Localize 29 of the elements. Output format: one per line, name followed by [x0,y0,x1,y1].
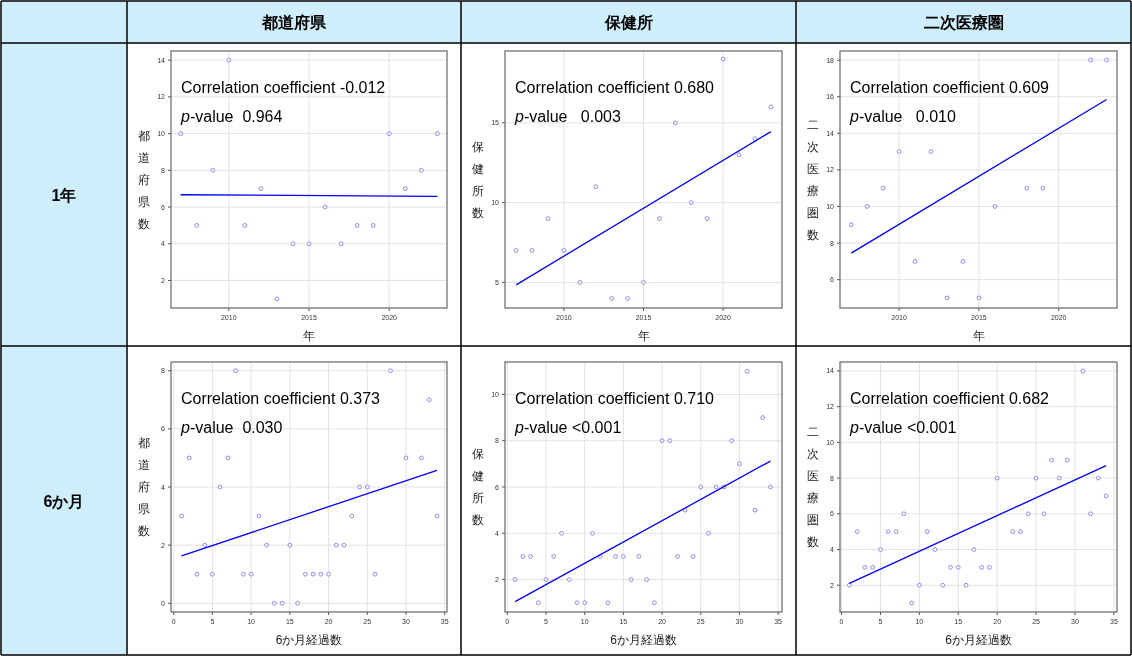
y-axis-title: 二次医療圏数 [807,425,819,549]
annotation: Correlation coefficient 0.609 [850,79,1050,96]
annotation: p-value 0.030 [180,419,283,436]
annotation: Correlation coefficient 0.680 [515,79,715,96]
annotation: Correlation coefficient -0.012 [181,79,386,96]
x-axis-title: 6か月経過数 [610,633,677,647]
y-axis-title: 二次医療圏数 [807,117,819,242]
annotation: Correlation coefficient 0.682 [850,390,1050,407]
annotation: p-value 0.964 [180,108,283,125]
y-axis-title: 都道府県数 [138,128,150,231]
x-axis-title: 年 [637,329,650,343]
chart-title: 保健所 [603,14,653,31]
x-axis-title: 年 [303,329,315,343]
annotation: p-value <0.001 [849,419,957,436]
text: 1年 [51,186,77,204]
x-axis-title: 6か月経過数 [275,633,343,647]
chart-title: 二次医療圏 [923,14,1004,31]
annotation: p-value 0.003 [514,108,621,125]
chart-title: 都道府県 [261,13,327,31]
annotation: Correlation coefficient 0.373 [181,390,381,407]
annotation: p-value 0.010 [849,108,956,125]
x-axis-title: 6か月経過数 [945,633,1012,647]
y-axis-title: 保健所数 [472,447,484,527]
text: 6か月 [43,492,85,510]
annotation: Correlation coefficient 0.710 [515,390,715,407]
y-axis-title: 都道府県数 [138,436,150,538]
y-axis-title: 保健所数 [472,139,484,220]
x-axis-title: 年 [972,329,985,343]
annotation: p-value <0.001 [514,419,622,436]
